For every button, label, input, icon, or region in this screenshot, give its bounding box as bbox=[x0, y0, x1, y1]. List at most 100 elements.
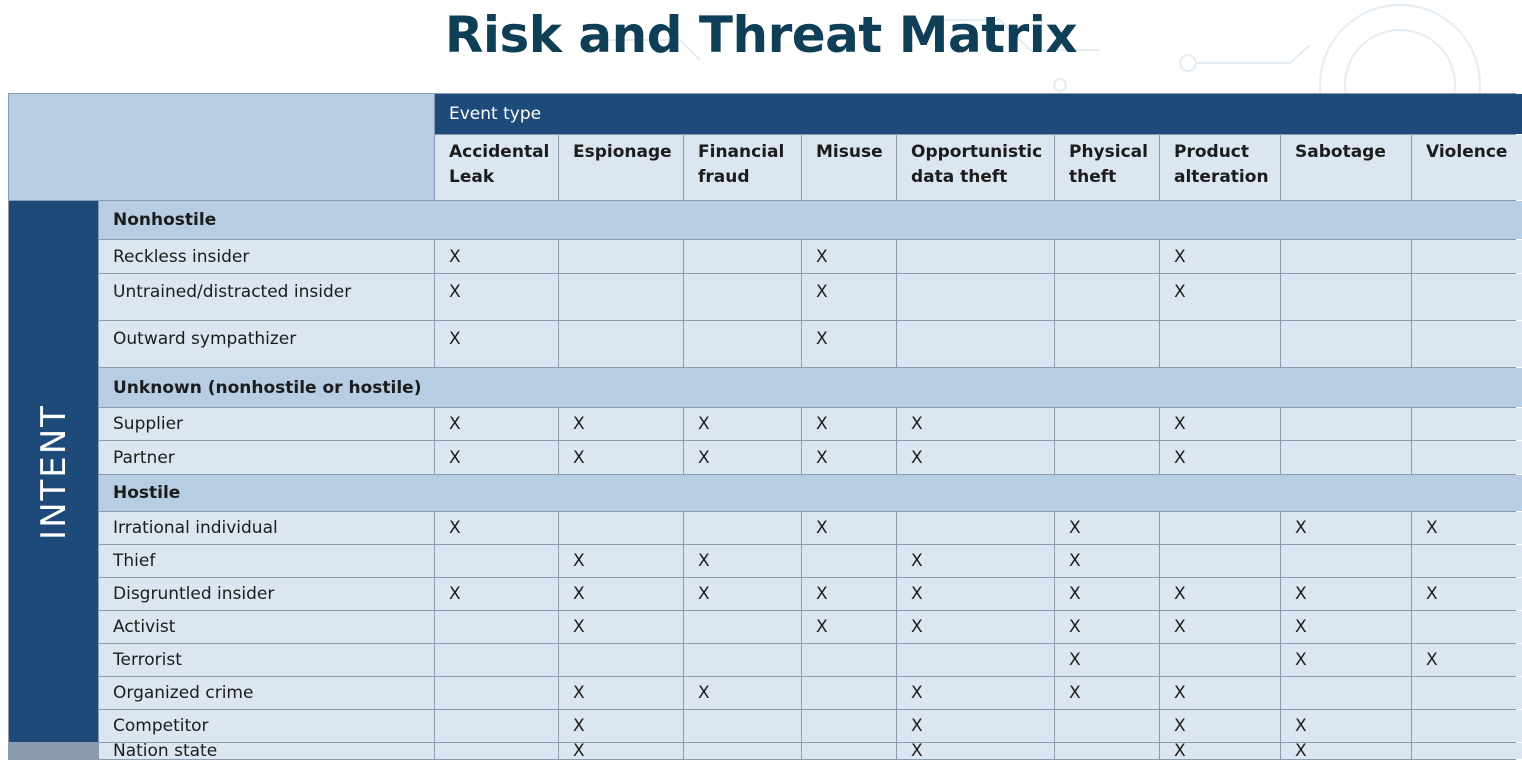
row-label: Supplier bbox=[99, 408, 434, 440]
matrix-cell: X bbox=[684, 545, 801, 577]
matrix-cell: X bbox=[802, 611, 896, 643]
matrix-cell: X bbox=[684, 441, 801, 474]
column-header: Misuse bbox=[802, 135, 896, 200]
row-label: Nation state bbox=[99, 743, 434, 759]
matrix-cell bbox=[559, 274, 683, 320]
matrix-cell bbox=[1281, 240, 1411, 273]
matrix-cell bbox=[1412, 441, 1522, 474]
column-header: Physical theft bbox=[1055, 135, 1159, 200]
matrix-cell bbox=[435, 677, 558, 709]
matrix-cell bbox=[559, 240, 683, 273]
matrix-cell bbox=[1160, 512, 1280, 544]
matrix-cell: X bbox=[1160, 743, 1280, 759]
matrix-cell: X bbox=[1055, 644, 1159, 676]
matrix-cell bbox=[1281, 321, 1411, 367]
matrix-cell: X bbox=[1160, 240, 1280, 273]
column-header: Espionage bbox=[559, 135, 683, 200]
matrix-cell: X bbox=[897, 408, 1054, 440]
matrix-cell bbox=[802, 710, 896, 742]
matrix-cell bbox=[1281, 441, 1411, 474]
column-header-line: Violence bbox=[1426, 142, 1508, 162]
matrix-cell bbox=[435, 644, 558, 676]
row-label: Disgruntled insider bbox=[99, 578, 434, 610]
matrix-cell: X bbox=[559, 545, 683, 577]
matrix-cell bbox=[1160, 545, 1280, 577]
matrix-cell bbox=[684, 611, 801, 643]
matrix-cell: X bbox=[684, 578, 801, 610]
matrix-cell: X bbox=[1412, 644, 1522, 676]
matrix-cell bbox=[684, 743, 801, 759]
matrix-cell: X bbox=[1160, 408, 1280, 440]
column-header-line: Opportunistic bbox=[911, 142, 1043, 162]
matrix-cell bbox=[684, 710, 801, 742]
column-header: Sabotage bbox=[1281, 135, 1411, 200]
matrix-cell bbox=[802, 743, 896, 759]
matrix-cell: X bbox=[897, 677, 1054, 709]
row-label: Terrorist bbox=[99, 644, 434, 676]
matrix-cell bbox=[1281, 274, 1411, 320]
column-header-line: Misuse bbox=[816, 142, 883, 162]
group-header: Unknown (nonhostile or hostile) bbox=[99, 368, 1522, 407]
matrix-cell: X bbox=[897, 743, 1054, 759]
header-corner bbox=[9, 94, 434, 200]
matrix-cell: X bbox=[1055, 677, 1159, 709]
matrix-cell bbox=[684, 274, 801, 320]
matrix-cell: X bbox=[1055, 545, 1159, 577]
matrix-cell: X bbox=[559, 677, 683, 709]
matrix-cell: X bbox=[802, 240, 896, 273]
matrix-cell bbox=[1412, 274, 1522, 320]
matrix-cell bbox=[1412, 743, 1522, 759]
matrix-cell: X bbox=[897, 578, 1054, 610]
matrix-cell: X bbox=[435, 274, 558, 320]
matrix-cell bbox=[1055, 321, 1159, 367]
row-label: Outward sympathizer bbox=[99, 321, 434, 367]
matrix-cell: X bbox=[435, 408, 558, 440]
matrix-cell: X bbox=[559, 611, 683, 643]
column-header-line: Leak bbox=[449, 167, 495, 187]
matrix-cell: X bbox=[684, 408, 801, 440]
matrix-cell: X bbox=[802, 441, 896, 474]
matrix-cell bbox=[1412, 677, 1522, 709]
matrix-cell: X bbox=[1160, 274, 1280, 320]
matrix-cell bbox=[1055, 240, 1159, 273]
column-header-line: Physical bbox=[1069, 142, 1148, 162]
column-header-line: alteration bbox=[1174, 167, 1269, 187]
matrix-cell: X bbox=[435, 321, 558, 367]
matrix-cell bbox=[684, 240, 801, 273]
column-header-line: Product bbox=[1174, 142, 1249, 162]
matrix-cell: X bbox=[559, 743, 683, 759]
matrix-cell: X bbox=[1055, 578, 1159, 610]
matrix-cell bbox=[1160, 644, 1280, 676]
row-label: Untrained/distracted insider bbox=[99, 274, 434, 320]
matrix-cell: X bbox=[1281, 512, 1411, 544]
matrix-cell bbox=[1281, 677, 1411, 709]
column-header-line: Accidental bbox=[449, 142, 550, 162]
matrix-cell bbox=[1412, 240, 1522, 273]
row-label: Competitor bbox=[99, 710, 434, 742]
column-header-line: Sabotage bbox=[1295, 142, 1386, 162]
intent-label-text: INTENT bbox=[33, 403, 74, 540]
matrix-cell: X bbox=[1160, 710, 1280, 742]
matrix-cell bbox=[1055, 441, 1159, 474]
matrix-cell: X bbox=[1055, 611, 1159, 643]
matrix-cell: X bbox=[435, 441, 558, 474]
matrix-cell bbox=[1412, 321, 1522, 367]
matrix-cell: X bbox=[435, 512, 558, 544]
matrix-cell: X bbox=[1281, 611, 1411, 643]
column-header-line: Financial bbox=[698, 142, 785, 162]
matrix-cell bbox=[1055, 710, 1159, 742]
column-header-line: Espionage bbox=[573, 142, 672, 162]
matrix-cell bbox=[897, 321, 1054, 367]
matrix-cell: X bbox=[559, 441, 683, 474]
matrix-cell bbox=[435, 545, 558, 577]
matrix-cell: X bbox=[1281, 710, 1411, 742]
matrix-cell: X bbox=[1160, 578, 1280, 610]
column-header: Opportunistic data theft bbox=[897, 135, 1054, 200]
matrix-cell: X bbox=[1412, 512, 1522, 544]
matrix-cell bbox=[897, 240, 1054, 273]
row-label: Partner bbox=[99, 441, 434, 474]
matrix-cell bbox=[802, 644, 896, 676]
matrix-cell bbox=[435, 710, 558, 742]
matrix-cell: X bbox=[559, 578, 683, 610]
matrix-cell: X bbox=[1281, 578, 1411, 610]
